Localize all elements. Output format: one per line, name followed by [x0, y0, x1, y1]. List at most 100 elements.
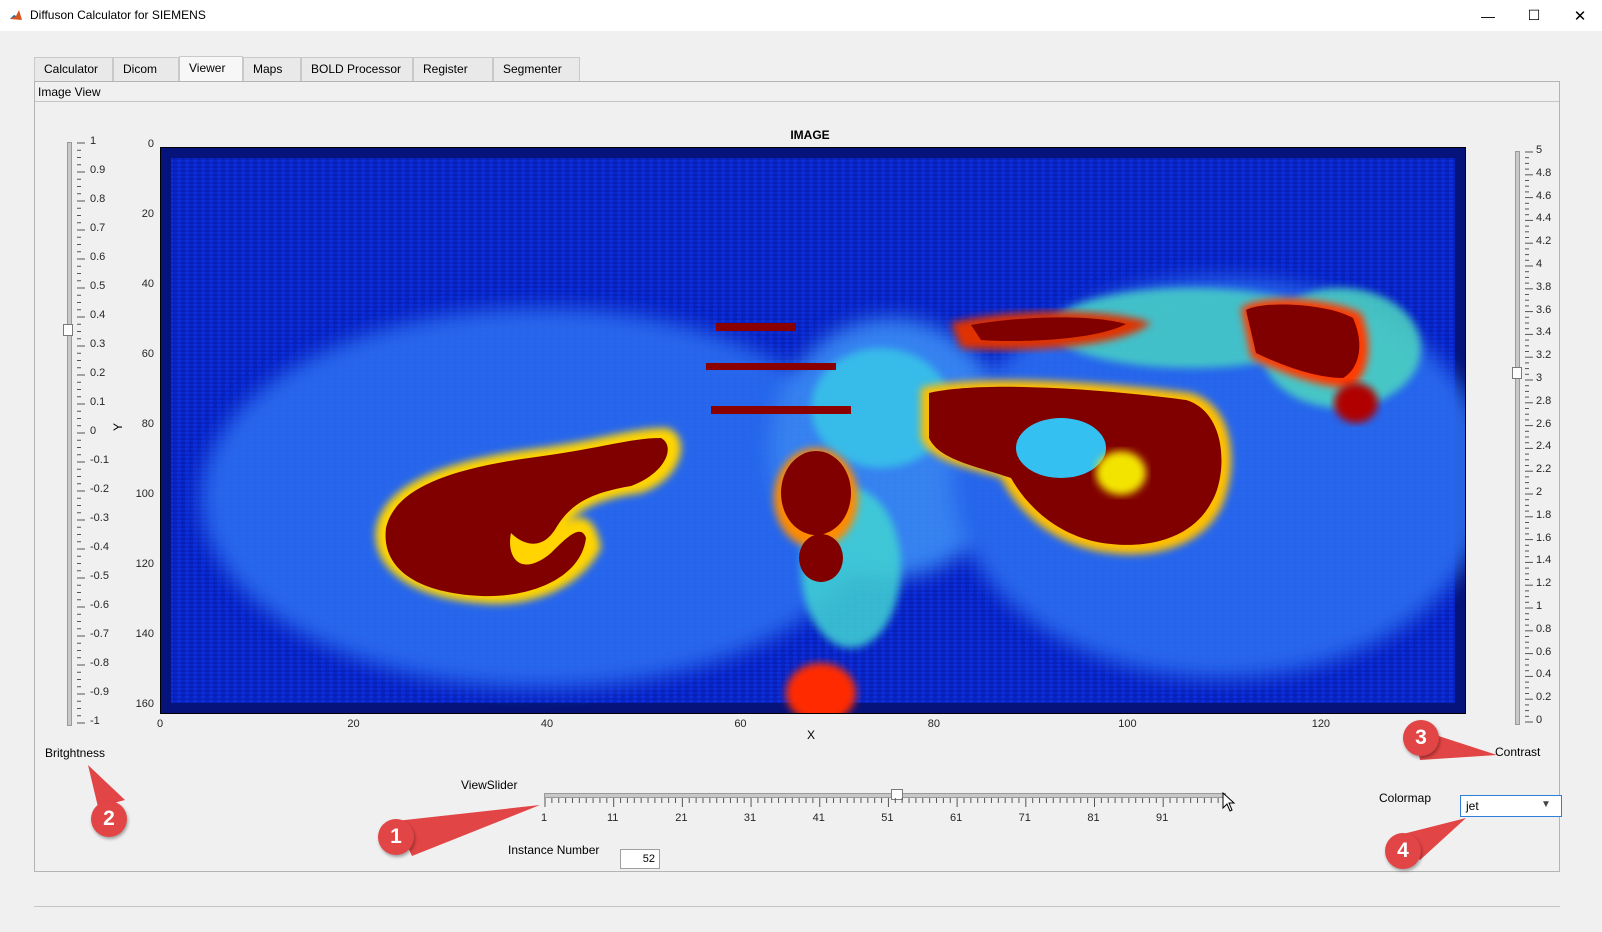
y-tick-label: 120 — [135, 558, 154, 570]
axes-title: IMAGE — [790, 128, 830, 142]
image-view-panel — [34, 81, 1560, 872]
slider-tick-label: 3.4 — [1536, 326, 1552, 339]
slider-tick-label: -1 — [90, 715, 100, 727]
slider-tick-label: 2.4 — [1536, 440, 1552, 453]
view-slider-tick-label: 31 — [743, 812, 757, 824]
slider-tick-label: 0 — [90, 425, 97, 437]
matlab-app-icon — [9, 8, 23, 22]
slider-tick-label: 0.8 — [90, 193, 106, 205]
slider-tick-label: 2.6 — [1536, 417, 1552, 430]
y-tick-label: 160 — [135, 698, 154, 710]
slider-tick-label: 3.8 — [1536, 280, 1552, 293]
contrast-slider-thumb[interactable] — [1512, 367, 1522, 379]
slider-tick-label: 0.3 — [90, 338, 106, 350]
y-tick-label: 140 — [135, 628, 154, 640]
view-slider-tick-label: 71 — [1018, 812, 1031, 824]
maximize-button[interactable]: ☐ — [1511, 0, 1557, 31]
slider-tick-label: 2 — [1536, 486, 1543, 498]
slider-tick-label: 2.2 — [1536, 463, 1552, 476]
x-tick-label: 40 — [540, 718, 554, 730]
slider-tick-label: -0.8 — [90, 657, 109, 669]
view-slider-thumb[interactable] — [891, 789, 903, 800]
slider-tick-label: 4 — [1536, 258, 1543, 270]
tab-viewer[interactable]: Viewer — [179, 56, 243, 81]
tab-maps[interactable]: Maps — [243, 57, 301, 81]
instance-number-field[interactable] — [620, 849, 660, 869]
slider-tick-label: 0.4 — [90, 309, 106, 321]
slider-tick-label: 4.2 — [1536, 235, 1552, 248]
colormap-select[interactable]: jet — [1460, 795, 1562, 817]
slider-tick-label: 2.8 — [1536, 394, 1552, 407]
view-slider-tick-label: 11 — [606, 812, 619, 824]
slider-tick-label: 0.6 — [90, 251, 106, 263]
brightness-slider-track[interactable] — [67, 142, 72, 726]
slider-tick-label: 1.2 — [1536, 577, 1552, 590]
tab-dicom[interactable]: Dicom — [113, 57, 179, 81]
view-slider-tick-label: 91 — [1156, 812, 1169, 824]
view-slider-tick-label: 21 — [675, 812, 688, 824]
slider-tick-label: -0.3 — [90, 512, 109, 524]
callout-badge-3: 3 — [1403, 720, 1439, 756]
view-slider-tick-marks — [544, 798, 1226, 807]
y-tick-label: 40 — [141, 278, 154, 290]
slider-tick-label: -0.2 — [90, 483, 109, 495]
slider-tick-label: 1.4 — [1536, 554, 1552, 567]
instance-number-label: Instance Number — [508, 843, 600, 857]
slider-tick-label: 1 — [1536, 600, 1543, 612]
slider-tick-label: 0 — [1536, 714, 1543, 726]
view-slider-tick-label: 61 — [949, 812, 963, 824]
brightness-label: Britghtness — [45, 746, 106, 760]
window-title: Diffuson Calculator for SIEMENS — [30, 8, 206, 22]
x-tick-label: 80 — [927, 718, 941, 730]
slider-tick-label: 4.4 — [1536, 212, 1552, 225]
slider-tick-label: 1.6 — [1536, 531, 1552, 544]
minimize-button[interactable]: — — [1465, 0, 1511, 31]
kidney-mri-image — [161, 148, 1491, 723]
y-tick-label: 80 — [141, 418, 154, 430]
slider-tick-label: -0.5 — [90, 570, 109, 582]
callout-badge-2: 2 — [91, 801, 127, 837]
image-display[interactable] — [160, 147, 1491, 723]
x-tick-label: 60 — [734, 718, 747, 730]
slider-tick-label: 0.9 — [90, 164, 106, 176]
y-tick-label: 20 — [141, 208, 154, 220]
slider-tick-label: -0.9 — [90, 686, 109, 698]
colormap-label: Colormap — [1379, 791, 1432, 805]
slider-tick-label: 4.6 — [1536, 189, 1552, 202]
slider-tick-label: 0.7 — [90, 222, 106, 234]
slider-tick-label: 0.2 — [1536, 691, 1552, 704]
tab-calculator[interactable]: Calculator — [34, 57, 113, 81]
tab-bold-processor[interactable]: BOLD Processor — [301, 57, 413, 81]
x-tick-label: 0 — [156, 718, 164, 730]
slider-tick-label: 4.8 — [1536, 166, 1552, 179]
tab-segmenter[interactable]: Segmenter — [493, 57, 580, 81]
brightness-slider-thumb[interactable] — [63, 324, 73, 336]
slider-tick-label: 5 — [1536, 144, 1543, 156]
view-slider-tick-label: 1 — [540, 812, 548, 824]
slider-tick-label: -0.1 — [90, 454, 109, 466]
slider-tick-label: 1.8 — [1536, 508, 1552, 521]
close-button[interactable]: ✕ — [1557, 0, 1602, 31]
slider-tick-label: 3.2 — [1536, 349, 1552, 362]
view-slider-tick-label: 41 — [812, 812, 825, 824]
y-tick-label: 0 — [147, 138, 154, 150]
maximize-icon: ☐ — [1527, 7, 1541, 23]
x-axis-label: X — [807, 728, 816, 742]
slider-tick-label: 0.4 — [1536, 668, 1552, 681]
status-bar-divider — [34, 906, 1560, 907]
tab-register[interactable]: Register — [413, 57, 493, 81]
slider-tick-label: -0.6 — [90, 599, 109, 611]
slider-tick-label: 0.6 — [1536, 645, 1552, 658]
slider-tick-label: 3 — [1536, 372, 1543, 384]
callout-badge-1: 1 — [378, 819, 414, 855]
title-bar — [0, 0, 1602, 31]
y-tick-label: 60 — [141, 348, 154, 360]
minimize-icon: — — [1481, 7, 1495, 24]
view-slider-label: ViewSlider — [461, 778, 518, 792]
contrast-slider-track[interactable] — [1515, 151, 1520, 725]
colormap-selected-value: jet — [1466, 799, 1479, 813]
mouse-cursor-icon — [1222, 791, 1236, 815]
panel-title-divider — [35, 101, 1559, 102]
slider-tick-label: 0.5 — [90, 280, 106, 292]
